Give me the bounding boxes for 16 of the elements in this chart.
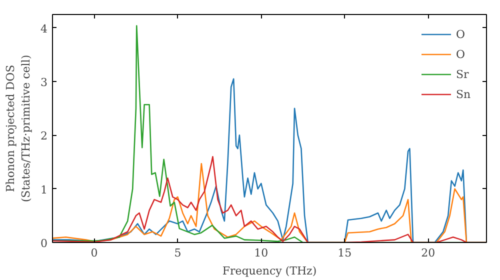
y-tick-label: 4 [40, 22, 48, 36]
y-tick-label: 1 [40, 183, 48, 196]
x-tick-label: 0 [90, 246, 98, 260]
x-tick-label: 20 [421, 246, 436, 260]
y-tick-label: 0 [40, 237, 48, 250]
x-tick-label: 5 [174, 246, 182, 260]
x-axis-title: Frequency (THz) [222, 264, 317, 278]
legend-label: O [456, 28, 466, 40]
x-tick-label: 15 [338, 246, 352, 260]
y-tick-label: 3 [40, 76, 48, 90]
y-tick-label: 2 [40, 130, 48, 143]
x-tick-label: 10 [254, 246, 268, 260]
legend-label: Sn [456, 88, 472, 100]
legend-label: Sr [456, 68, 470, 80]
legend-label: O [456, 48, 466, 60]
y-axis-title: Phonon projected DOS (States/THz·primitive cell) [4, 54, 32, 202]
